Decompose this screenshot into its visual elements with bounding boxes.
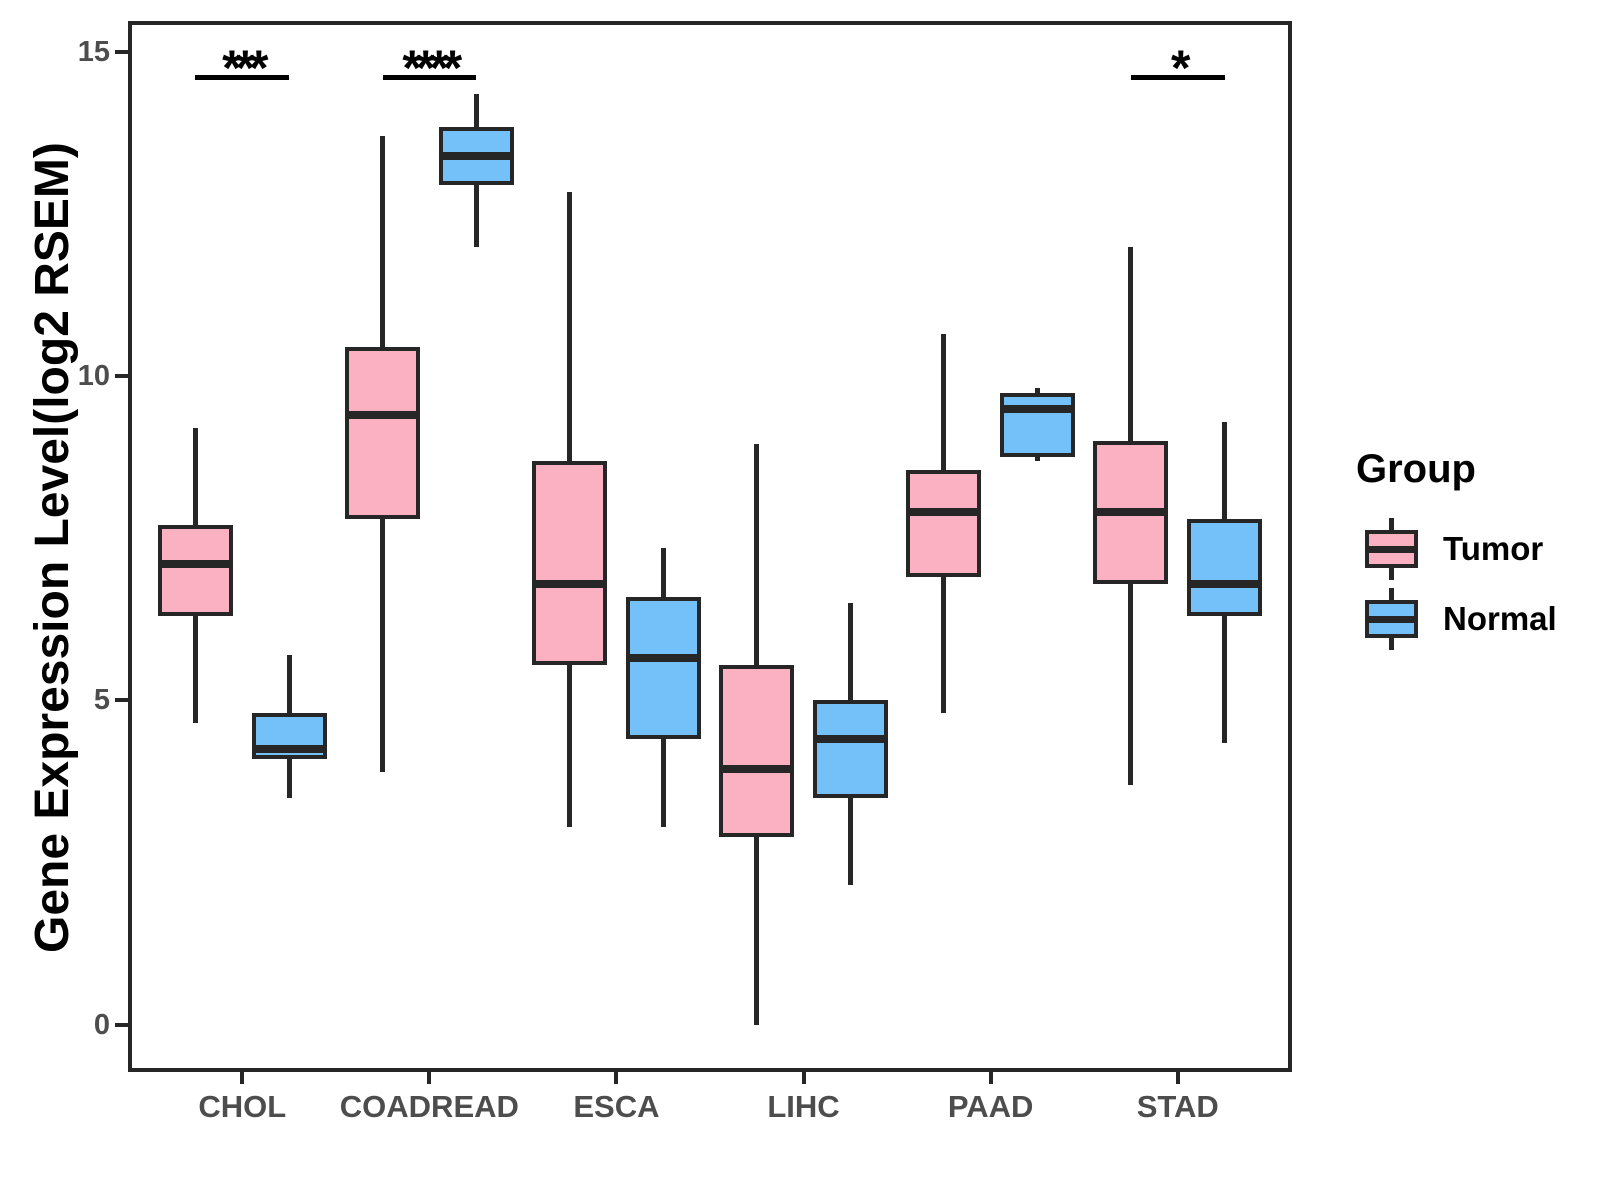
x-tick-label-esca: ESCA	[573, 1089, 660, 1124]
significance-bar-stad	[1130, 74, 1225, 80]
legend-items: Tumor Normal	[1356, 514, 1557, 654]
y-tick-label: 15	[77, 36, 110, 69]
box-ESCA-Normal	[625, 596, 701, 740]
x-tick-mark	[427, 1072, 432, 1084]
x-tick-label-lihc: LIHC	[767, 1089, 840, 1124]
median-PAAD-Tumor	[906, 508, 982, 517]
median-CHOL-Normal	[251, 745, 327, 754]
legend-item-tumor: Tumor	[1356, 514, 1543, 584]
y-tick-label: 5	[93, 684, 110, 717]
y-tick-label: 0	[93, 1008, 110, 1041]
legend-item-normal: Normal	[1356, 584, 1557, 654]
significance-label-coadread: ****	[402, 39, 462, 96]
significance-bar-coadread	[382, 74, 477, 80]
x-tick-mark	[240, 1072, 245, 1084]
median-COADREAD-Tumor	[345, 411, 421, 420]
median-PAAD-Normal	[999, 404, 1075, 413]
x-tick-label-chol: CHOL	[198, 1089, 287, 1124]
median-ESCA-Tumor	[532, 579, 608, 588]
significance-label-stad: *	[1171, 39, 1190, 96]
legend-boxplot-glyph-median	[1365, 616, 1418, 623]
y-axis-title: Gene Expression Level(log2 RSEM)	[26, 142, 79, 953]
box-LIHC-Normal	[812, 700, 888, 798]
x-tick-mark	[1175, 1072, 1180, 1084]
box-CHOL-Tumor	[157, 525, 233, 617]
median-CHOL-Tumor	[157, 560, 233, 569]
box-COADREAD-Tumor	[345, 347, 421, 519]
legend-title: Group	[1356, 447, 1476, 491]
y-tick-mark	[115, 1022, 128, 1027]
y-tick-mark	[115, 374, 128, 379]
x-tick-mark	[801, 1072, 806, 1084]
legend: Group Tumor Normal	[1356, 447, 1557, 654]
box-ESCA-Tumor	[532, 460, 608, 665]
legend-label: Tumor	[1443, 530, 1544, 567]
median-LIHC-Tumor	[719, 764, 795, 773]
x-tick-label-paad: PAAD	[947, 1089, 1034, 1124]
significance-label-chol: ***	[222, 39, 268, 96]
median-STAD-Normal	[1187, 579, 1263, 588]
legend-label: Normal	[1443, 600, 1557, 637]
significance-bar-chol	[195, 74, 290, 80]
y-tick-mark	[115, 698, 128, 703]
box-PAAD-Tumor	[906, 470, 982, 578]
median-LIHC-Normal	[812, 735, 888, 744]
x-tick-mark	[614, 1072, 619, 1084]
legend-boxplot-glyph-median	[1365, 546, 1418, 553]
box-PAAD-Normal	[999, 392, 1075, 458]
y-tick-mark	[115, 50, 128, 55]
x-tick-label-stad: STAD	[1136, 1089, 1219, 1124]
y-tick-label: 10	[77, 360, 110, 393]
median-ESCA-Normal	[625, 654, 701, 663]
x-tick-mark	[988, 1072, 993, 1084]
median-STAD-Tumor	[1093, 508, 1169, 517]
median-COADREAD-Normal	[438, 151, 514, 160]
x-tick-label-coadread: COADREAD	[339, 1089, 519, 1124]
box-STAD-Normal	[1187, 518, 1263, 617]
box-LIHC-Tumor	[719, 664, 795, 837]
